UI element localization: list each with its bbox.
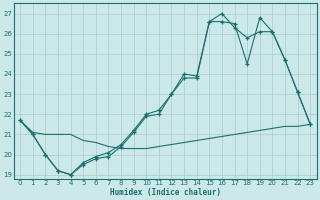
X-axis label: Humidex (Indice chaleur): Humidex (Indice chaleur) [110,188,221,197]
